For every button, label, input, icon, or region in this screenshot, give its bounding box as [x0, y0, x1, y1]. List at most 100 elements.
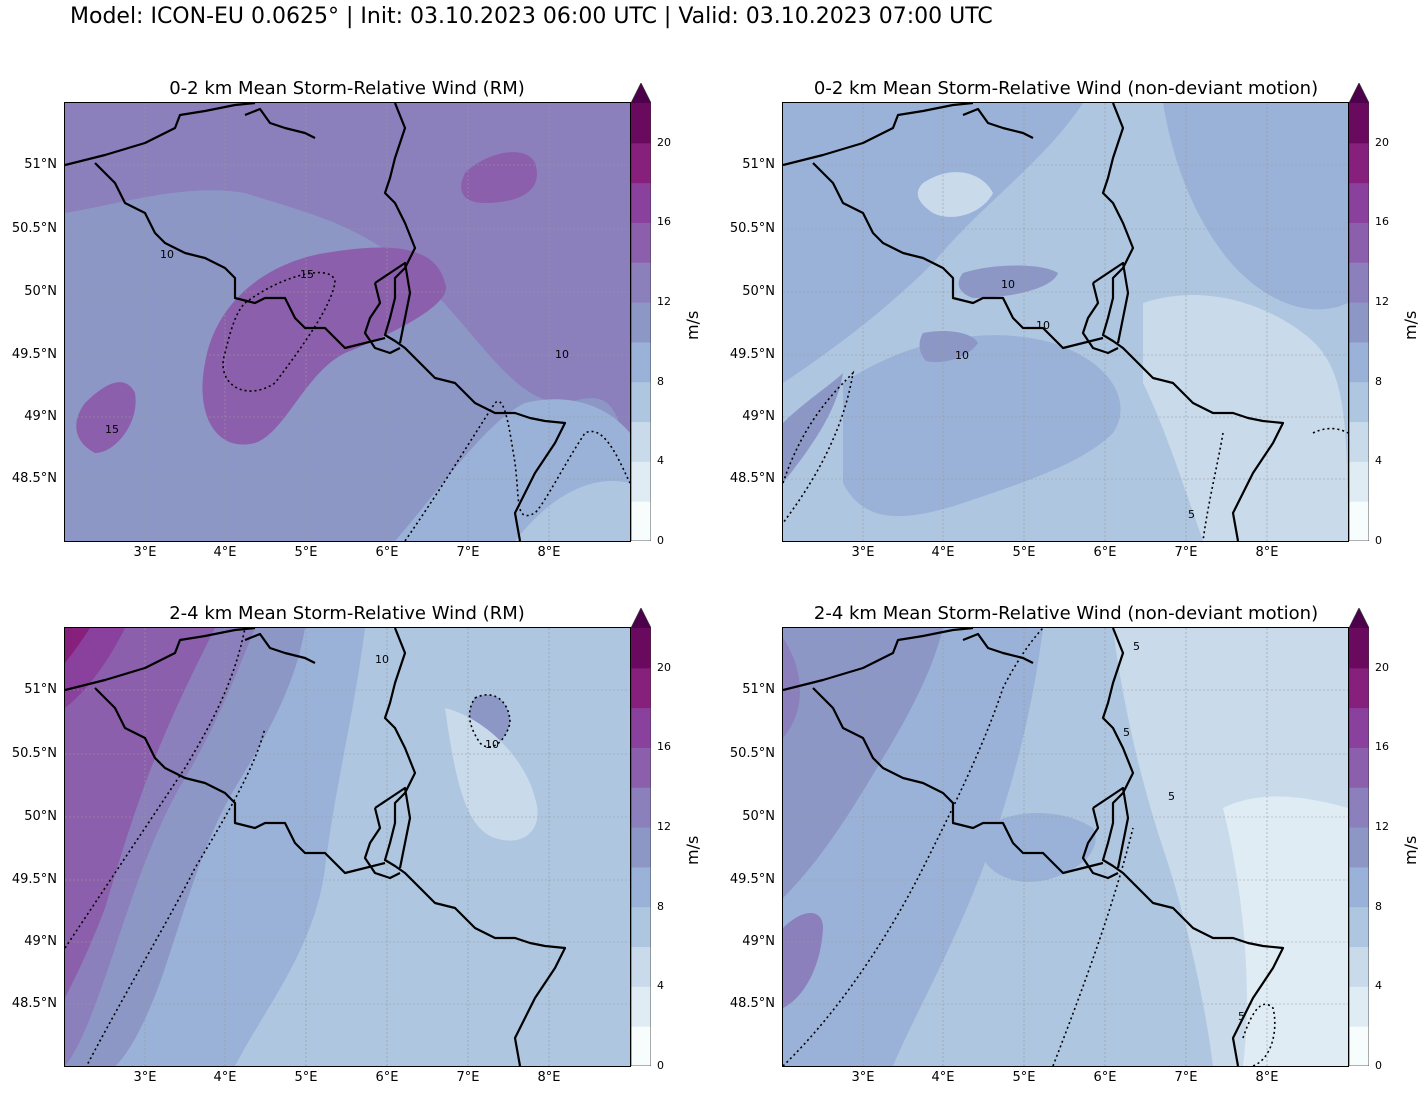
latitude-tick-label: 49°N: [742, 409, 775, 424]
colorbar-segment: [631, 628, 651, 669]
colorbar-tick-label: 8: [657, 899, 664, 913]
colorbar-segment: [1349, 142, 1369, 184]
colorbar-segment: [631, 747, 651, 788]
latitude-tick-label: 49.5°N: [11, 872, 57, 887]
wind-speed-fill: [1223, 796, 1348, 1066]
latitude-tick-label: 50°N: [742, 284, 775, 299]
wind-field-map: 10 15 10 15: [65, 103, 630, 541]
latitude-tick-label: 50.5°N: [11, 221, 57, 236]
colorbar-tick-label: 12: [657, 295, 671, 309]
contour-line: [1202, 427, 1348, 541]
wind-speed-fill: [515, 481, 630, 541]
figure-title: Model: ICON-EU 0.0625° | Init: 03.10.202…: [70, 4, 993, 29]
wind-speed-fill: [919, 331, 978, 363]
map-panel: 5 5 5 5: [782, 627, 1349, 1067]
panel-title: 0-2 km Mean Storm-Relative Wind (RM): [169, 78, 525, 99]
wind-speed-fill: [843, 335, 1121, 517]
contour-label: 10: [1036, 319, 1050, 332]
colorbar-tick-label: 20: [657, 660, 671, 674]
colorbar-tick-label: 0: [1375, 1059, 1382, 1072]
colorbar-segment: [1349, 827, 1369, 868]
panel-title: 2-4 km Mean Storm-Relative Wind (non-dev…: [813, 603, 1319, 624]
latitude-tick-label: 48.5°N: [11, 471, 57, 486]
panel-title: 2-4 km Mean Storm-Relative Wind (RM): [169, 603, 525, 624]
colorbar-segment: [631, 501, 651, 542]
longitude-tick-label: 6°E: [375, 545, 399, 560]
colorbar-segment: [1349, 103, 1369, 144]
longitude-tick-label: 8°E: [1255, 545, 1279, 560]
colorbar-segment: [631, 103, 651, 144]
colorbar-segment: [631, 866, 651, 908]
latitude-tick-label: 51°N: [742, 682, 775, 697]
colorbar-segment: [1349, 628, 1369, 669]
country-border: [65, 103, 567, 541]
latitude-tick-label: 50.5°N: [11, 746, 57, 761]
colorbar-tick-label: 16: [1375, 740, 1389, 754]
latitude-tick-label: 51°N: [24, 157, 57, 172]
colorbar-tick-label: 12: [1375, 820, 1389, 834]
colorbar-segment: [631, 142, 651, 184]
colorbar-segment: [1349, 302, 1369, 343]
colorbar-tick-label: 0: [657, 1059, 664, 1072]
longitude-tick-label: 7°E: [1174, 545, 1198, 560]
longitude-tick-label: 8°E: [537, 1070, 561, 1085]
wind-speed-fill: [983, 813, 1096, 882]
colorbar-tick-label: 8: [1375, 374, 1382, 388]
latitude-tick-label: 49.5°N: [11, 347, 57, 362]
colorbar-segment: [631, 787, 651, 828]
colorbar-segment: [631, 182, 651, 223]
colorbar-tick-label: 4: [1375, 454, 1382, 468]
longitude-tick-label: 3°E: [133, 545, 157, 560]
colorbar-segment: [631, 827, 651, 868]
contour-label: 5: [1168, 790, 1175, 803]
colorbar-segment: [631, 222, 651, 263]
colorbar-tick-label: 8: [657, 374, 664, 388]
contour-label: 10: [955, 349, 969, 362]
colorbar-segment: [631, 1026, 651, 1067]
map-panel: 10 10: [64, 627, 631, 1067]
longitude-tick-label: 5°E: [294, 545, 318, 560]
contour-line: [222, 271, 336, 392]
colorbar-segment: [1349, 182, 1369, 223]
colorbar-segment: [631, 667, 651, 709]
wind-speed-fill: [917, 172, 993, 217]
map-panel: 10 10 10 5: [782, 102, 1349, 542]
longitude-tick-label: 6°E: [375, 1070, 399, 1085]
colorbar-unit-label: m/s: [683, 835, 702, 865]
latitude-tick-label: 49°N: [742, 934, 775, 949]
longitude-tick-label: 5°E: [1012, 1070, 1036, 1085]
longitude-tick-label: 4°E: [213, 1070, 237, 1085]
colorbar-segment: [631, 986, 651, 1027]
longitude-tick-label: 5°E: [294, 1070, 318, 1085]
longitude-tick-label: 6°E: [1093, 545, 1117, 560]
colorbar-tick-label: 16: [1375, 215, 1389, 229]
longitude-tick-label: 6°E: [1093, 1070, 1117, 1085]
contour-label: 5: [1188, 508, 1195, 521]
panel-title: 0-2 km Mean Storm-Relative Wind (non-dev…: [813, 78, 1319, 99]
longitude-tick-label: 8°E: [537, 545, 561, 560]
colorbar-segment: [631, 381, 651, 423]
longitude-tick-label: 3°E: [851, 1070, 875, 1085]
colorbar-segment: [1349, 906, 1369, 948]
wind-speed-fill: [1163, 103, 1348, 310]
colorbar-extend-arrow: [1349, 83, 1369, 103]
colorbar: [630, 82, 652, 542]
wind-speed-fill: [783, 373, 843, 483]
wind-field-map: 10 10: [65, 628, 630, 1066]
longitude-tick-label: 7°E: [456, 1070, 480, 1085]
latitude-tick-label: 50°N: [24, 809, 57, 824]
colorbar-segment: [631, 461, 651, 502]
latitude-tick-label: 48.5°N: [11, 996, 57, 1011]
wind-speed-fill: [76, 382, 136, 453]
contour-label: 10: [1001, 278, 1015, 291]
colorbar-segment: [1349, 986, 1369, 1027]
contour-line: [468, 694, 511, 748]
longitude-tick-label: 8°E: [1255, 1070, 1279, 1085]
colorbar-segment: [631, 707, 651, 748]
colorbar-segment: [1349, 866, 1369, 908]
longitude-tick-label: 7°E: [456, 545, 480, 560]
latitude-tick-label: 49°N: [24, 409, 57, 424]
colorbar-tick-label: 0: [1375, 534, 1382, 547]
colorbar-segment: [1349, 501, 1369, 542]
contour-line: [783, 628, 1044, 1066]
